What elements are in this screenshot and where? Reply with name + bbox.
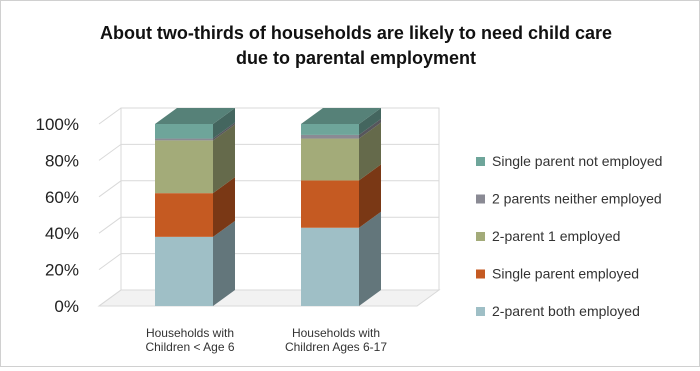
bar-segment-side [359,164,381,228]
gridline-diagonal [98,143,122,161]
bar-segment-side [359,122,381,181]
x-category-label-line: Children Ages 6-17 [285,340,387,354]
bar-segment [301,227,359,306]
y-tick-label: 40% [45,224,79,243]
legend-item: 2-parent both employed [476,303,640,319]
legend-label: Single parent not employed [492,153,662,169]
gridline-diagonal [98,289,122,307]
bar-segment [155,138,213,141]
bar-segment [155,193,213,237]
bar-segment [301,180,359,228]
gridline-diagonal [98,216,122,234]
x-category-label: Households with Children < Age 6 [145,326,234,354]
legend-swatch [476,269,485,279]
legend-label: 2 parents neither employed [492,191,662,207]
y-tick-label: 100% [36,115,79,134]
x-category-label: Households with Children Ages 6-17 [285,326,387,354]
bar-segment [301,134,359,139]
bar-segment [155,124,213,139]
x-axis-labels: Households with Children < Age 6Household… [145,326,387,354]
bar-segment-side [359,211,381,306]
chart-title-line-2: due to parental employment [236,48,476,68]
legend-item: 2-parent 1 employed [476,228,620,244]
bar-segment [301,124,359,135]
legend: Single parent not employed 2 parents neit… [476,153,662,319]
legend-item: Single parent not employed [476,153,662,169]
x-category-label-line: Households with [146,326,234,340]
bar-segment-side [359,118,381,139]
legend-swatch [476,307,485,316]
bar-segment-top [155,108,235,124]
legend-item: 2 parents neither employed [476,191,662,207]
legend-label: 2-parent 1 employed [492,228,620,244]
legend-label: Single parent employed [492,266,639,282]
floor [97,289,441,307]
bar-stack [155,108,235,306]
y-tick-label: 0% [54,297,79,316]
legend-label: 2-parent both employed [492,303,640,319]
chart-title: About two-thirds of households are likel… [100,23,612,68]
bar-segment-side [213,122,235,141]
y-tick-label: 80% [45,151,79,170]
bar-segment-top [301,108,381,124]
legend-swatch [476,157,485,166]
plot-background [97,107,441,307]
bar-stack [301,108,381,306]
bar-segment-side [213,124,235,194]
y-tick-label: 60% [45,188,79,207]
stacked-bars [155,108,381,306]
gridline-diagonal [98,253,122,271]
legend-swatch [476,232,485,241]
legend-swatch [476,194,485,204]
chart-title-line-1: About two-thirds of households are likel… [100,23,612,43]
x-category-label-line: Children < Age 6 [145,340,234,354]
x-category-label-line: Households with [292,326,380,340]
gridline-diagonal [98,107,122,125]
bar-segment [301,138,359,181]
bar-segment-side [213,108,235,139]
bar-segment [155,140,213,194]
legend-item: Single parent employed [476,266,639,282]
gridline-diagonal [98,180,122,198]
bar-segment-side [213,220,235,306]
y-tick-label: 20% [45,261,79,280]
bar-segment-side [359,108,381,135]
y-axis-ticks: 0% 20% 40% 60% 80% 100% [36,115,79,316]
bar-segment [155,236,213,306]
bar-segment-side [213,177,235,237]
